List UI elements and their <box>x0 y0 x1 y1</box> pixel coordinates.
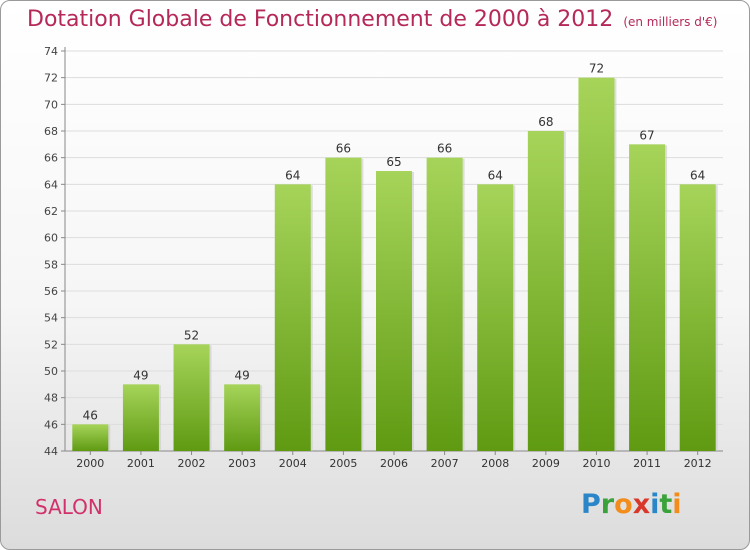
bar-value-label: 65 <box>386 155 401 169</box>
y-tick-label: 74 <box>44 45 58 58</box>
bar <box>224 384 261 451</box>
bar-value-label: 52 <box>184 328 199 342</box>
x-tick-label: 2004 <box>279 457 307 470</box>
y-tick-label: 58 <box>44 258 58 271</box>
y-tick-label: 70 <box>44 98 58 111</box>
x-tick-label: 2007 <box>431 457 459 470</box>
logo-letter: r <box>600 489 615 520</box>
x-tick-label: 2010 <box>582 457 610 470</box>
bar <box>274 184 311 452</box>
y-tick-label: 48 <box>44 392 58 405</box>
chart-unit: (en milliers d'€) <box>623 15 718 29</box>
bar <box>477 184 514 452</box>
bar-value-label: 68 <box>538 115 553 129</box>
y-tick-label: 68 <box>44 125 58 138</box>
y-tick-label: 72 <box>44 72 58 85</box>
y-tick-label: 64 <box>44 178 58 191</box>
bar <box>122 384 159 451</box>
x-tick-label: 2012 <box>684 457 712 470</box>
x-tick-label: 2005 <box>329 457 357 470</box>
logo-letter: P <box>581 489 601 520</box>
y-tick-label: 52 <box>44 338 58 351</box>
x-tick-label: 2001 <box>127 457 155 470</box>
y-tick-label: 50 <box>44 365 58 378</box>
x-tick-label: 2008 <box>481 457 509 470</box>
bar-value-label: 49 <box>133 368 148 382</box>
y-tick-label: 54 <box>44 312 58 325</box>
y-tick-label: 44 <box>44 445 58 458</box>
proxiti-logo: Proxiti <box>581 489 682 520</box>
bar <box>72 424 109 451</box>
y-tick-label: 66 <box>44 152 58 165</box>
bar <box>527 131 564 451</box>
logo-letter: x <box>632 489 651 520</box>
x-tick-label: 2006 <box>380 457 408 470</box>
bar-value-label: 64 <box>488 168 503 182</box>
bar <box>173 344 210 451</box>
x-tick-label: 2003 <box>228 457 256 470</box>
bar <box>578 77 615 452</box>
y-tick-label: 56 <box>44 285 58 298</box>
bar-value-label: 72 <box>589 62 604 76</box>
bar-value-label: 46 <box>83 408 98 422</box>
logo-letter: t <box>659 489 673 520</box>
bar <box>325 157 362 451</box>
chart-title: Dotation Globale de Fonctionnement de 20… <box>27 7 717 32</box>
bar-value-label: 66 <box>437 142 452 156</box>
bar <box>426 157 463 451</box>
y-tick-label: 46 <box>44 418 58 431</box>
chart-title-text: Dotation Globale de Fonctionnement de 20… <box>27 7 614 32</box>
bar-value-label: 64 <box>285 168 300 182</box>
bar-value-label: 49 <box>235 368 250 382</box>
logo-letter: o <box>614 489 633 520</box>
x-tick-label: 2000 <box>76 457 104 470</box>
logo-letter: i <box>672 489 682 520</box>
x-tick-label: 2002 <box>178 457 206 470</box>
bar-value-label: 64 <box>690 168 705 182</box>
y-tick-label: 60 <box>44 232 58 245</box>
commune-name: SALON <box>35 495 103 519</box>
bar-value-label: 66 <box>336 142 351 156</box>
bar <box>629 144 666 452</box>
bar <box>679 184 716 452</box>
bar <box>376 171 412 451</box>
bar-value-label: 67 <box>639 128 654 142</box>
y-tick-label: 62 <box>44 205 58 218</box>
x-tick-label: 2009 <box>532 457 560 470</box>
x-tick-label: 2011 <box>633 457 661 470</box>
logo-letter: i <box>650 489 660 520</box>
